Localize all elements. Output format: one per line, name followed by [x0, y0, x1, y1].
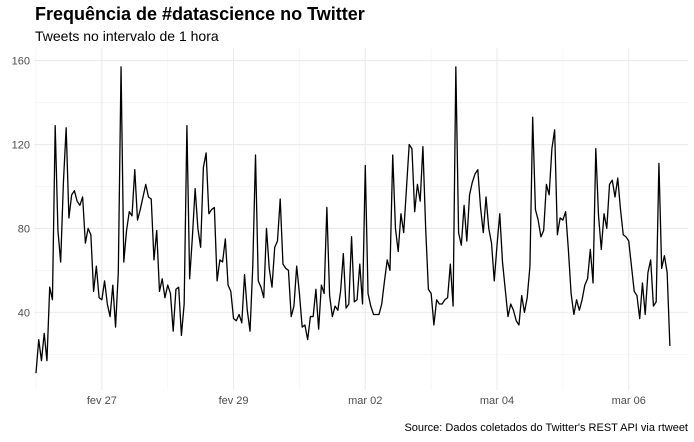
chart-title: Frequência de #datascience no Twitter: [35, 4, 365, 24]
chart-subtitle: Tweets no intervalo de 1 hora: [35, 28, 219, 44]
y-tick-label: 160: [12, 56, 30, 68]
minor-gridlines: [34, 48, 688, 390]
x-tick-label: fev 27: [87, 395, 117, 407]
x-tick-label: mar 02: [348, 395, 382, 407]
x-axis: fev 27 fev 29 mar 02 mar 04 mar 06: [87, 395, 646, 407]
x-tick-label: mar 06: [612, 395, 646, 407]
y-axis: 40 80 120 160: [12, 56, 30, 320]
x-tick-label: mar 04: [480, 395, 514, 407]
series-line-0: [35, 66, 671, 374]
series-layer: [35, 66, 671, 374]
y-tick-label: 40: [18, 307, 30, 319]
y-tick-label: 120: [12, 140, 30, 152]
major-gridlines: [34, 48, 688, 390]
y-tick-label: 80: [18, 223, 30, 235]
chart-caption: Source: Dados coletados do Twitter's RES…: [404, 422, 688, 434]
x-tick-label: fev 29: [219, 395, 249, 407]
